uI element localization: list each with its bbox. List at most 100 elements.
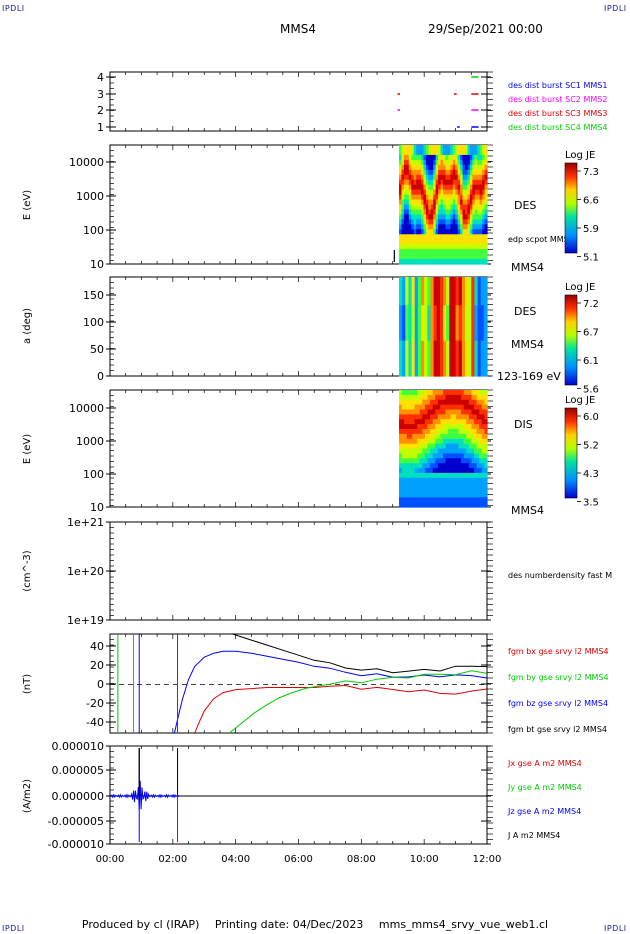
spectrogram-cell <box>437 468 442 474</box>
colorbar-tick-label: 7.3 <box>583 167 599 178</box>
spectrogram-cell <box>440 149 444 156</box>
spectrogram-cell <box>399 219 403 225</box>
spectrogram-cell <box>430 154 434 161</box>
spectrogram-cell <box>421 354 425 363</box>
spectrogram-cell <box>484 214 488 220</box>
spectrogram-cell <box>440 199 444 206</box>
spectrogram-cell <box>417 298 422 306</box>
spectrogram-cell <box>472 159 476 166</box>
spectrogram-cell <box>452 224 456 230</box>
spectrogram-cell <box>413 164 417 171</box>
spectrogram-cell <box>440 209 444 216</box>
spectrogram-cell <box>461 354 466 363</box>
spectrogram-cell <box>414 497 418 503</box>
spectrogram-cell <box>461 419 465 425</box>
spectrogram-cell <box>427 319 432 328</box>
spectrogram-cell <box>446 284 450 292</box>
spectrogram-cell <box>452 219 456 225</box>
spectrogram-cell <box>438 169 442 176</box>
spectrogram-cell <box>428 234 432 240</box>
spectrogram-cell <box>447 145 451 151</box>
panel-frame <box>109 71 488 132</box>
spectrogram-cell <box>430 145 434 151</box>
spectrogram-cell <box>448 458 452 464</box>
spectrogram-cell <box>455 492 460 498</box>
spectrogram-cell <box>458 277 463 285</box>
spectrogram-cell <box>476 463 480 469</box>
fgm-series-line <box>173 650 488 734</box>
spectrogram-cell <box>474 424 478 430</box>
spectrogram-cell <box>414 438 418 445</box>
spectrogram-cell <box>467 249 471 255</box>
spectrogram-cell <box>467 214 471 220</box>
spectrogram-cell <box>401 482 405 489</box>
spectrogram-cell <box>411 448 416 454</box>
spectrogram-cell <box>413 239 417 245</box>
spectrogram-cell <box>425 244 429 250</box>
spectrogram-cell <box>458 463 462 469</box>
spectrogram-cell <box>421 319 425 328</box>
spectrogram-cell <box>411 284 416 292</box>
spectrogram-cell <box>428 145 432 151</box>
spectrogram-cell <box>477 204 481 211</box>
spectrogram-cell <box>482 179 486 186</box>
spectrogram-cell <box>414 347 419 356</box>
spectrogram-cell <box>430 291 435 299</box>
spectrogram-cell <box>472 179 476 186</box>
spectrogram-cell <box>424 429 429 435</box>
spectrogram-cell <box>404 477 408 484</box>
spectrogram-cell <box>399 234 403 240</box>
spectrogram-cell <box>443 497 447 503</box>
spectrogram-cell <box>430 179 434 186</box>
spectrogram-cell <box>445 259 449 265</box>
spectrogram-cell <box>443 154 447 161</box>
spectrogram-cell <box>417 448 421 454</box>
spectrogram-cell <box>471 492 475 498</box>
spectrogram-cell <box>401 154 405 161</box>
spectrogram-cell <box>409 419 413 425</box>
spectrogram-cell <box>405 284 410 292</box>
spectrogram-cell <box>445 239 449 245</box>
spectrogram-cell <box>453 429 457 435</box>
spectrogram-cell <box>465 179 469 186</box>
spectrogram-cell <box>421 333 425 342</box>
spectrogram-cell <box>411 194 415 201</box>
spectrogram-cell <box>424 424 429 430</box>
spectrogram-cell <box>427 291 432 299</box>
spectrogram-cell <box>471 326 476 335</box>
spectrogram-cell <box>463 487 467 493</box>
spectrogram-cell <box>453 414 457 420</box>
spectrogram-cell <box>422 394 426 401</box>
spectrogram-cell <box>428 259 432 265</box>
spectrogram-cell <box>463 394 467 401</box>
spectrogram-cell <box>433 189 437 196</box>
spectrogram-cell <box>474 477 478 484</box>
spectrogram-cell <box>422 390 426 396</box>
spectrogram-cell <box>417 502 421 508</box>
spectrogram-cell <box>417 497 421 503</box>
spectrogram-cell <box>430 361 435 370</box>
spectrogram-cell <box>401 204 405 211</box>
spectrogram-cell <box>402 277 406 285</box>
spectrogram-cell <box>425 149 429 156</box>
spectrogram-cell <box>408 305 413 313</box>
spectrogram-cell <box>469 259 473 265</box>
spectrogram-cell <box>474 404 478 411</box>
spectrogram-cell <box>469 159 473 166</box>
spectrogram-cell <box>402 284 406 292</box>
spectrogram-cell <box>445 453 449 459</box>
spectrogram-cell <box>417 443 421 450</box>
spectrogram-cell <box>411 472 416 479</box>
spectrogram-cell <box>462 194 466 201</box>
spectrogram-cell <box>457 145 461 151</box>
spectrogram-cell <box>455 361 460 370</box>
spectrogram-cell <box>421 244 425 250</box>
spectrogram-cell <box>443 277 447 285</box>
spectrogram-cell <box>443 502 447 508</box>
spectrogram-cell <box>472 254 476 260</box>
spectrogram-cell <box>401 394 405 401</box>
spectrogram-cell <box>452 361 457 370</box>
spectrogram-cell <box>482 154 486 161</box>
spectrogram-cell <box>423 224 427 230</box>
spectrogram-cell <box>408 284 413 292</box>
